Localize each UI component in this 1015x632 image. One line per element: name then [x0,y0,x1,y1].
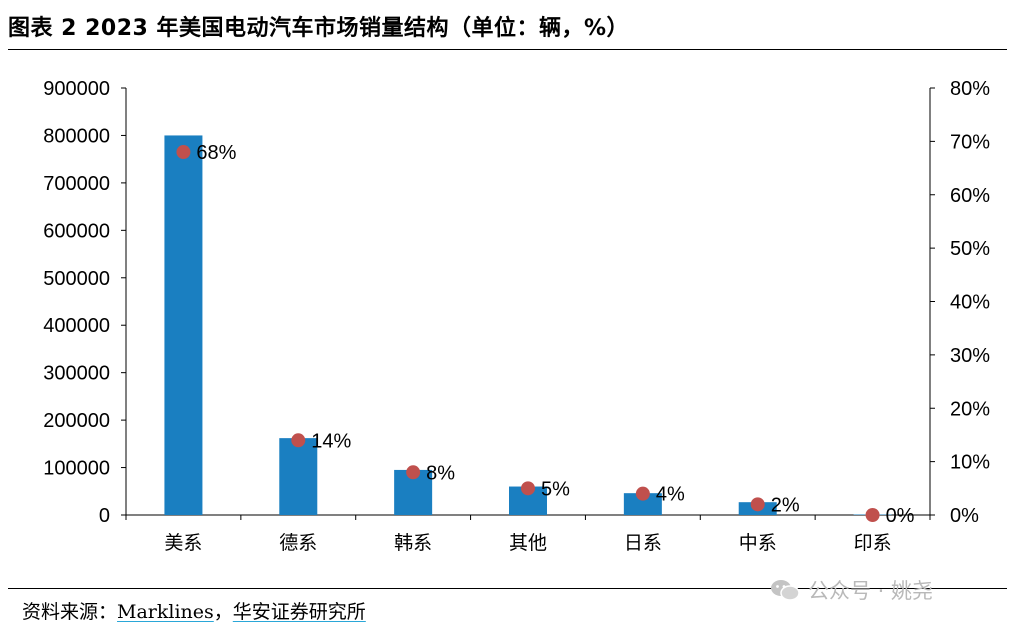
share-data-label: 68% [196,142,236,164]
footer-rule [8,588,1007,589]
y-right-tick-label: 50% [950,238,990,260]
y-right-tick-label: 40% [950,292,990,314]
source-item-marklines: Marklines [117,601,214,623]
y-left-tick-label: 400000 [43,315,110,337]
y-left-tick-label: 900000 [43,78,110,100]
y-left-tick-label: 800000 [43,125,110,147]
source-separator: ， [213,601,233,623]
x-tick-label: 韩系 [394,532,432,554]
y-left-tick-label: 0 [99,505,110,527]
chart-title: 图表 2 2023 年美国电动汽车市场销量结构（单位：辆，%） [8,16,630,41]
x-tick-label: 印系 [854,532,892,554]
x-tick-label: 德系 [279,532,317,554]
share-marker [635,486,650,501]
y-left-tick-label: 700000 [43,173,110,195]
y-right-tick-label: 20% [950,398,990,420]
y-right-tick-label: 80% [950,78,990,100]
y-right-tick-label: 10% [950,452,990,474]
title-rule [8,49,1007,50]
y-right-tick-label: 0% [950,505,979,527]
source-label: 资料来源： [22,601,118,623]
y-right-tick-label: 30% [950,345,990,367]
wechat-icon [771,580,800,601]
bar [279,438,318,515]
share-marker [291,433,306,448]
watermark: 公众号 · 姚尧 [770,575,933,605]
share-marker [176,145,191,160]
y-left-tick-label: 300000 [43,363,110,385]
y-left-tick-label: 100000 [43,458,110,480]
y-left-tick-label: 200000 [43,410,110,432]
y-left-tick-label: 500000 [43,268,110,290]
share-marker [865,508,880,522]
x-tick-label: 中系 [739,532,777,554]
share-data-label: 2% [771,494,800,516]
watermark-text: 公众号 · 姚尧 [808,579,934,603]
bar [164,135,203,515]
y-left-tick-label: 600000 [43,220,110,242]
share-marker [521,481,535,496]
source-note: 资料来源：Marklines，华安证券研究所 [22,597,366,624]
share-data-label: 14% [311,430,351,452]
share-data-label: 0% [886,505,915,527]
source-item-huaan: 华安证券研究所 [232,601,366,623]
x-tick-label: 美系 [164,532,202,554]
y-right-tick-label: 60% [950,185,990,207]
share-marker [750,497,765,512]
share-data-label: 5% [541,478,570,500]
share-marker [406,465,421,480]
share-data-label: 4% [656,484,685,506]
x-tick-label: 日系 [624,532,662,554]
bar [623,493,662,515]
bar-chart: 0 100000 200000 300000 400000 500000 600000 700… [43,78,990,554]
y-right-tick-label: 70% [950,131,990,153]
share-data-label: 8% [426,462,455,484]
x-tick-label: 其他 [509,532,547,554]
